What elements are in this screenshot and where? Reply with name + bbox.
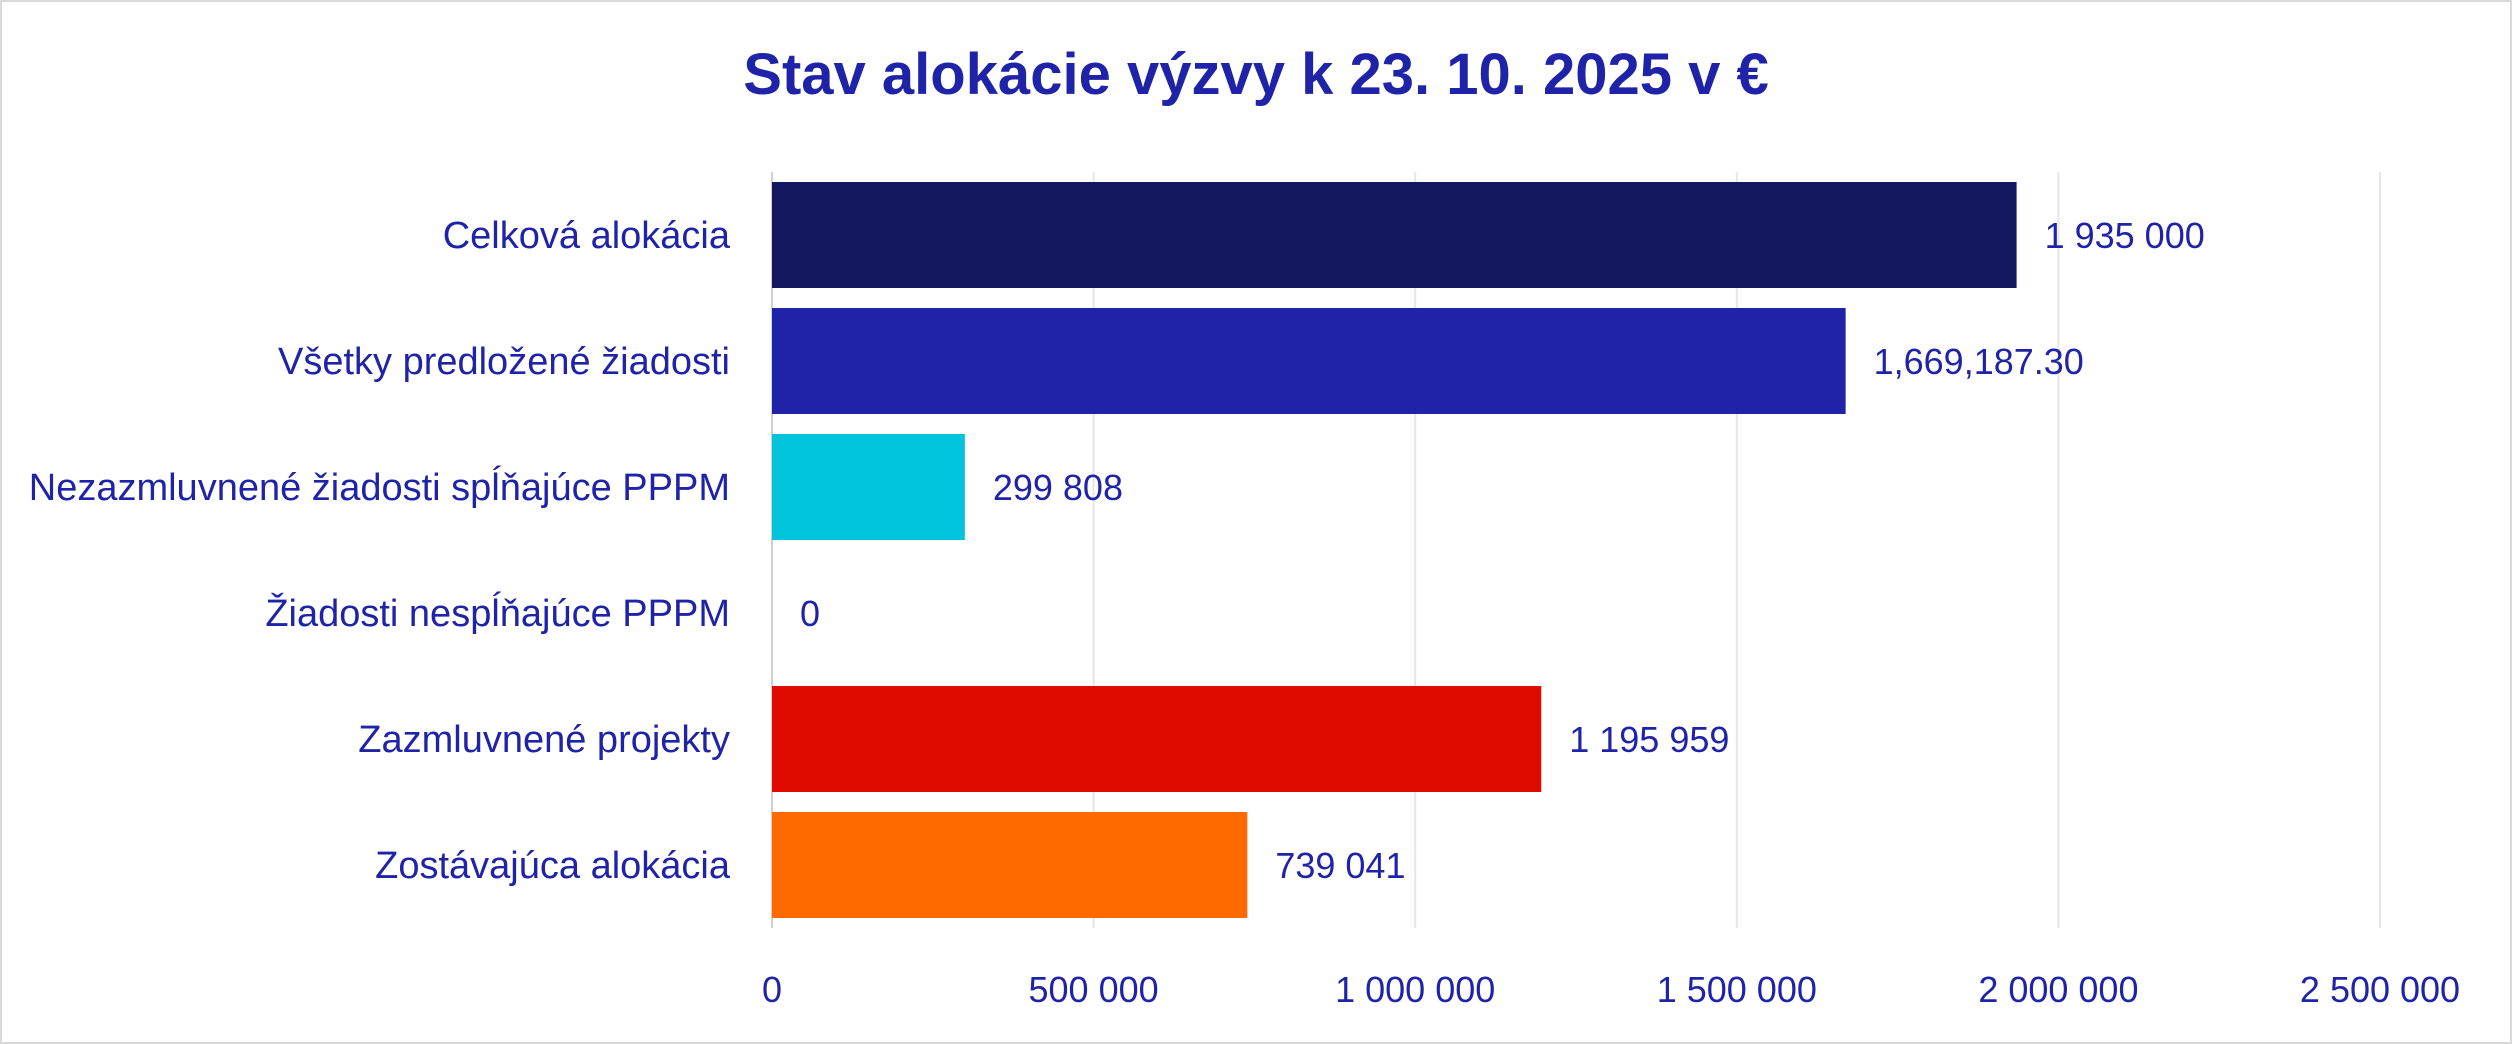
category-label: Všetky predložené žiadosti [278, 341, 730, 383]
category-label: Zazmluvnené projekty [358, 719, 730, 761]
bars [772, 182, 2017, 918]
x-tick-label: 0 [762, 969, 782, 1010]
data-label: 739 041 [1275, 845, 1405, 886]
bar [772, 686, 1542, 792]
category-label: Žiadosti nespĺňajúce PPPM [265, 590, 730, 635]
data-label: 1 195 959 [1569, 719, 1729, 760]
x-tick-label: 1 000 000 [1335, 969, 1495, 1010]
x-tick-label: 500 000 [1029, 969, 1159, 1010]
category-label: Zostávajúca alokácia [375, 845, 731, 887]
category-label: Nezazmluvnené žiadosti spĺňajúce PPPM [29, 464, 730, 509]
bar [772, 434, 965, 540]
data-labels: 1 935 000 1,669,187.30 299 808 0 1 195 959 73… [800, 215, 2205, 886]
bar [772, 308, 1846, 414]
category-labels: Celková alokácia Všetky predložené žiados… [29, 215, 731, 887]
x-tick-label: 2 500 000 [2300, 969, 2460, 1010]
x-tick-label: 2 000 000 [1978, 969, 2138, 1010]
data-label: 299 808 [993, 467, 1123, 508]
data-label: 0 [800, 593, 820, 634]
bar [772, 182, 2017, 288]
category-label: Celková alokácia [443, 215, 731, 257]
chart-title: Stav alokácie výzvy k 23. 10. 2025 v € [743, 42, 1768, 107]
x-tick-labels: 0 500 000 1 000 000 1 500 000 2 000 000 2 500… [762, 969, 2460, 1010]
data-label: 1 935 000 [2045, 215, 2205, 256]
bar [772, 812, 1248, 918]
x-tick-label: 1 500 000 [1657, 969, 1817, 1010]
data-label: 1,669,187.30 [1874, 341, 2084, 382]
gridlines [771, 172, 2381, 928]
